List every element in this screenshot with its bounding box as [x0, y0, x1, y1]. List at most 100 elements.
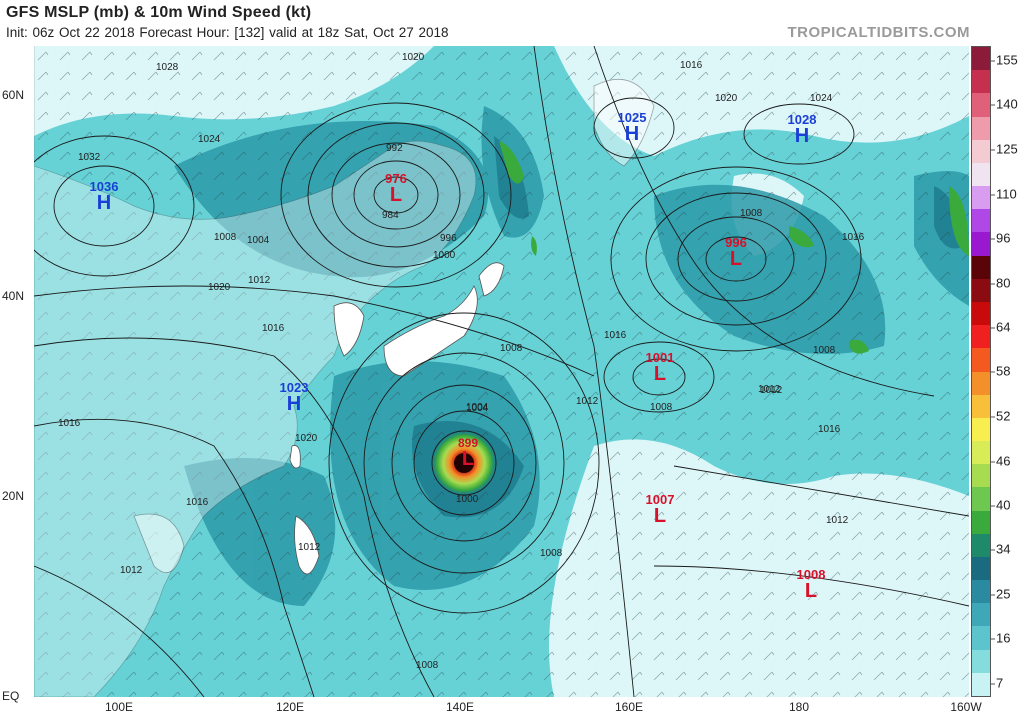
- colorbar-tick: 155: [990, 52, 1018, 68]
- low-pressure-center: 1007 L: [640, 493, 680, 526]
- colorbar-band: [972, 603, 990, 627]
- isobar-label: 1012: [248, 275, 271, 286]
- isobar-label: 992: [386, 143, 403, 154]
- colorbar-band: [972, 626, 990, 651]
- isobar-label: 1016: [604, 330, 627, 341]
- isobar-label: 1004: [247, 235, 270, 246]
- low-pressure-center: 1001 L: [640, 351, 680, 384]
- colorbar-tick: 40: [989, 497, 1011, 513]
- pressure-value: 996: [725, 235, 747, 250]
- lat-label-60n: 60N: [2, 88, 25, 102]
- isobar-label: 1008: [540, 548, 563, 559]
- colorbar-tick: 110: [990, 186, 1017, 202]
- isobar-label: 984: [382, 210, 399, 221]
- colorbar-band: [972, 209, 990, 233]
- colorbar-band: [972, 162, 990, 187]
- isobar-label: 1020: [715, 93, 738, 104]
- colorbar-band: [972, 672, 990, 697]
- colorbar-tick: 64: [989, 319, 1011, 335]
- colorbar-band: [972, 394, 990, 419]
- colorbar-band: [972, 580, 990, 604]
- wind-speed-colorbar: [971, 46, 991, 697]
- colorbar-band: [972, 510, 990, 535]
- colorbar-band: [972, 649, 990, 674]
- isobar-label: 1024: [198, 134, 221, 145]
- isobar-label: 1008: [740, 208, 763, 219]
- pressure-value: 1028: [787, 112, 817, 127]
- isobar-label: 1028: [156, 62, 179, 73]
- colorbar-tick: 80: [989, 275, 1011, 291]
- isobar-label: 1016: [58, 418, 81, 429]
- colorbar-band: [972, 533, 990, 558]
- colorbar-tick: 125: [990, 141, 1018, 157]
- pressure-symbol: H: [286, 393, 302, 415]
- colorbar-band: [972, 116, 990, 141]
- high-pressure-center: 1023 H: [274, 381, 314, 414]
- isobar-label: 1016: [186, 497, 209, 508]
- weather-map: [34, 46, 969, 697]
- isobar-label: 1024: [810, 93, 833, 104]
- isobar-label: 1004: [466, 402, 489, 413]
- lat-label-40n: 40N: [2, 289, 25, 303]
- isobar-label: 1012: [826, 515, 849, 526]
- high-pressure-center: 1028 H: [782, 113, 822, 146]
- colorbar-band: [972, 278, 990, 303]
- colorbar-band: [972, 348, 990, 372]
- isobar-label: 1000: [433, 250, 456, 261]
- colorbar-band: [972, 93, 990, 118]
- pressure-value: 1036: [89, 179, 119, 194]
- pressure-symbol: L: [653, 505, 667, 527]
- colorbar-tick: 16: [989, 630, 1011, 646]
- pressure-symbol: H: [624, 123, 640, 145]
- isobar-label: 1008: [500, 343, 523, 354]
- pressure-symbol: L: [653, 363, 667, 385]
- isobar-label: 1016: [680, 60, 703, 71]
- colorbar-band: [972, 417, 990, 442]
- colorbar-tick: 96: [989, 230, 1011, 246]
- isobar-label: 1008: [650, 402, 673, 413]
- isobar-label: 996: [440, 233, 457, 244]
- lon-label-160w: 160W: [950, 700, 982, 714]
- isobar-label: 1016: [818, 424, 841, 435]
- lat-label-eq: EQ: [2, 689, 20, 703]
- lon-label-120e: 120E: [275, 700, 305, 714]
- isobars: [34, 46, 969, 697]
- pressure-symbol: H: [794, 125, 810, 147]
- map-subtitle: Init: 06z Oct 22 2018 Forecast Hour: [13…: [6, 25, 449, 40]
- lon-label-100e: 100E: [104, 700, 134, 714]
- lon-label-160e: 160E: [614, 700, 644, 714]
- pressure-value: 899: [457, 436, 479, 450]
- lat-label-20n: 20N: [2, 489, 25, 503]
- brand-watermark[interactable]: TROPICALTIDBITS.COM: [787, 24, 970, 41]
- colorbar-band: [972, 186, 990, 210]
- pressure-symbol: L: [729, 248, 743, 270]
- typhoon-eye: [454, 453, 474, 473]
- isobar-label: 1012: [120, 565, 143, 576]
- colorbar-band: [972, 47, 990, 71]
- isobar-label: 1012: [576, 396, 599, 407]
- colorbar-band: [972, 556, 990, 581]
- pressure-value: 976: [385, 171, 407, 186]
- colorbar-band: [972, 464, 990, 488]
- isobar-label: 1012: [758, 384, 781, 395]
- pressure-value: 1007: [645, 492, 675, 507]
- wind-barbs: [34, 46, 969, 697]
- isobar-label: 1008: [813, 345, 836, 356]
- low-pressure-center: 976 L: [376, 172, 416, 205]
- pressure-value: 1025: [617, 110, 647, 125]
- colorbar-band: [972, 255, 990, 280]
- colorbar-band: [972, 232, 990, 257]
- land-masses: [34, 46, 655, 697]
- high-pressure-center: 1036 H: [84, 180, 124, 213]
- map-title: GFS MSLP (mb) & 10m Wind Speed (kt): [6, 4, 312, 21]
- typhoon-low-center: 899 L: [448, 437, 488, 469]
- colorbar-band: [972, 70, 990, 94]
- isobar-label: 1016: [842, 232, 865, 243]
- isobar-label: 1016: [262, 323, 285, 334]
- colorbar-band: [972, 371, 990, 396]
- colorbar-tick: 46: [989, 453, 1011, 469]
- isobar-label: 1008: [416, 660, 439, 671]
- colorbar-band: [972, 441, 990, 465]
- isobar-label: 1008: [214, 232, 237, 243]
- colorbar-tick: 52: [989, 408, 1011, 424]
